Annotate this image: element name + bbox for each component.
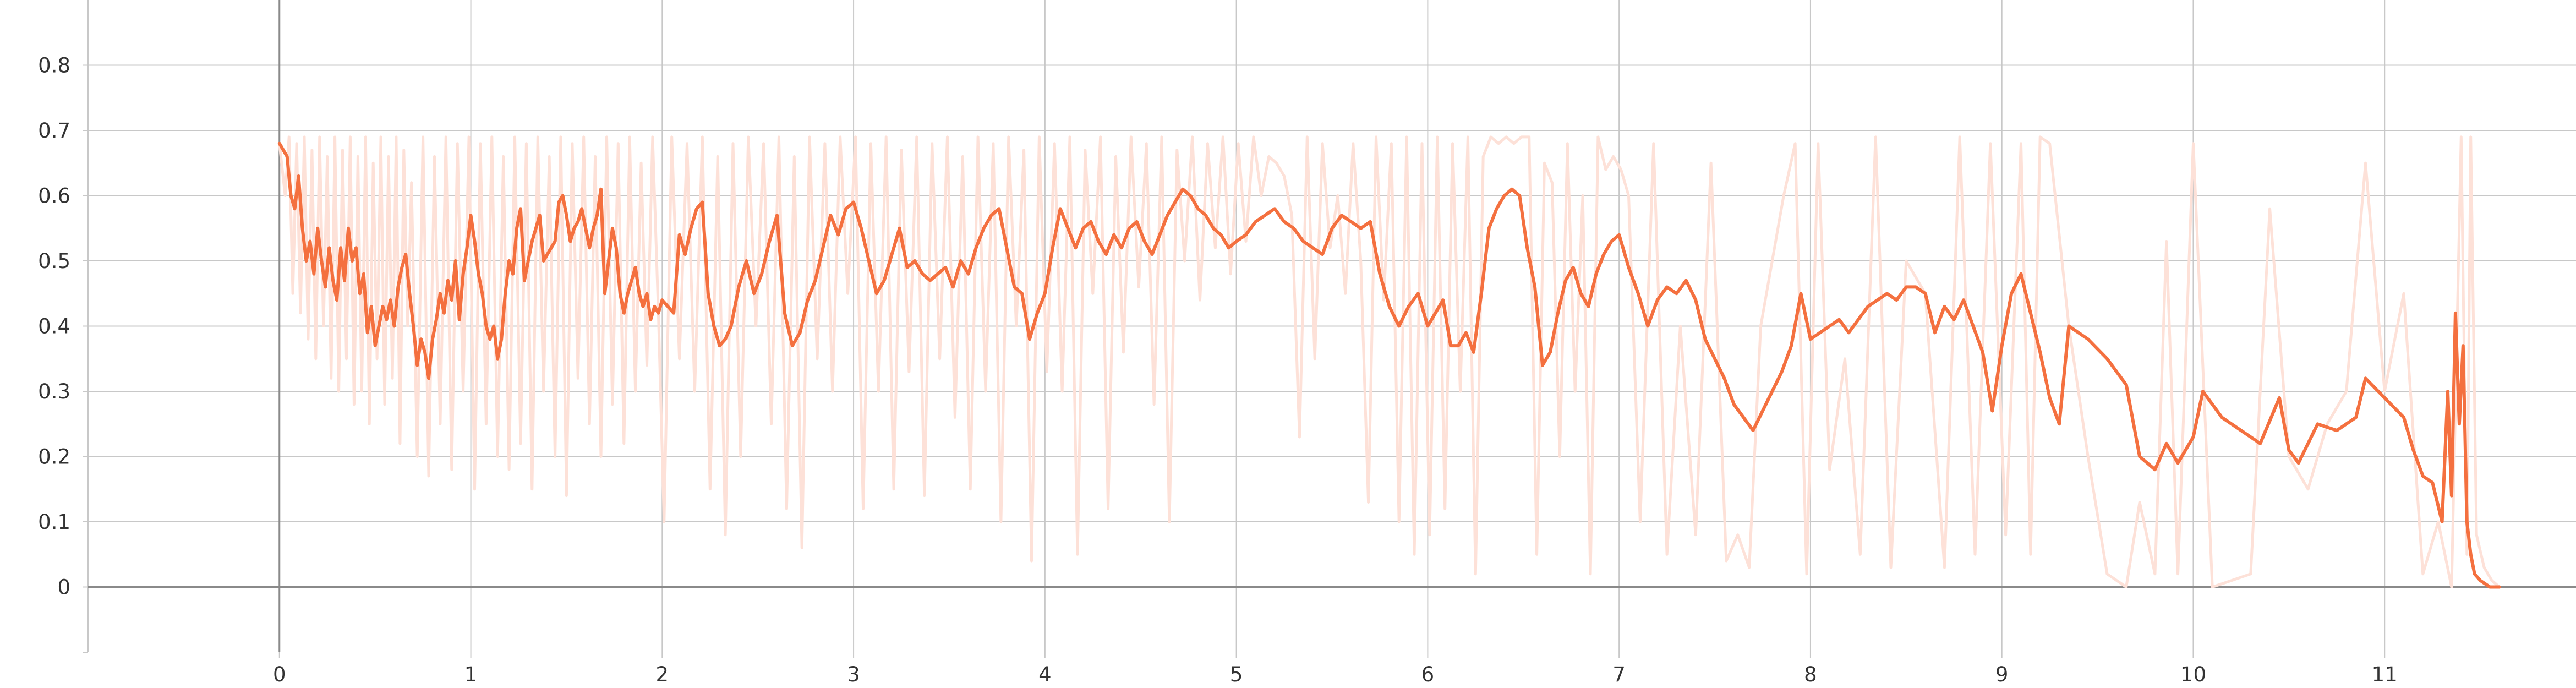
x-tick-label-8: 8 [1804,663,1817,686]
x-tick-label-11: 11 [2372,663,2398,686]
raw-series-line [278,135,2501,588]
x-tick-label-4: 4 [1038,663,1052,686]
y-tick-label-8: 0.8 [38,54,70,78]
y-tick-label-7: 0.7 [38,119,70,143]
x-tick-label-2: 2 [656,663,669,686]
x-tick-label-5: 5 [1230,663,1243,686]
y-tick-label-4: 0.4 [38,315,70,338]
series [277,135,2501,589]
y-tick-label-6: 0.6 [38,184,70,208]
x-tick-label-3: 3 [847,663,860,686]
axes [87,0,2576,652]
x-tick-label-6: 6 [1421,663,1435,686]
x-tick-label-1: 1 [464,663,478,686]
y-tick-label-2: 0.2 [38,445,70,469]
y-tick-label-0: 0 [57,576,70,599]
x-tick-label-7: 7 [1612,663,1626,686]
tick-labels: 0 1 2 3 4 5 6 7 8 9 10 11 0 0.1 0.2 0.3 0.4 0.5 0.6 0.7 0.8 [38,54,2398,687]
x-tick-label-10: 10 [2180,663,2206,686]
x-tick-label-9: 9 [1995,663,2009,686]
x-tick-label-0: 0 [273,663,286,686]
y-tick-label-5: 0.5 [38,249,70,273]
y-tick-label-3: 0.3 [38,380,70,403]
y-tick-label-1: 0.1 [38,510,70,534]
smoothed-series-line [277,141,2501,589]
